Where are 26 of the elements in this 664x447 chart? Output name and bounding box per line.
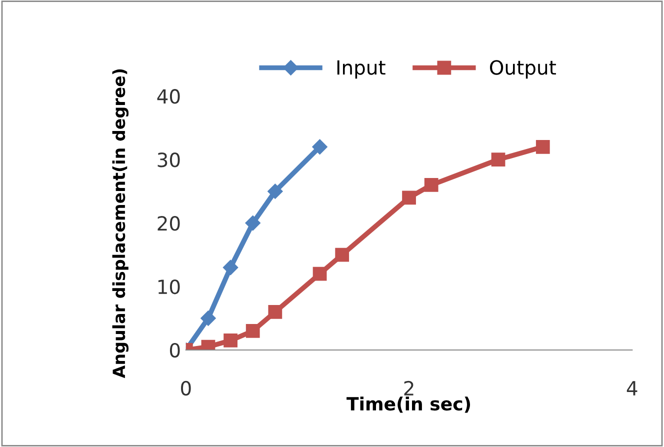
- point: [224, 334, 238, 348]
- point: [424, 178, 438, 192]
- point: [335, 248, 350, 262]
- point: [246, 324, 260, 338]
- point: [245, 215, 260, 231]
- y-tick-label: 10: [158, 279, 180, 294]
- point: [268, 304, 282, 319]
- point: [312, 266, 327, 281]
- x-axis-title: Time(in sec): [346, 396, 470, 413]
- point: [402, 190, 416, 205]
- y-tick-label: 20: [158, 216, 180, 231]
- point: [268, 184, 283, 199]
- point: [200, 310, 216, 326]
- legend-label: Input: [337, 60, 386, 79]
- y-tick-label: 0: [170, 342, 180, 358]
- legend-label: Output: [490, 60, 556, 79]
- point: [222, 260, 238, 276]
- y-tick-label: 30: [158, 152, 180, 168]
- x-tick-label: 2: [404, 380, 414, 396]
- y-axis-title: Angular displacement(in degree): [112, 69, 129, 378]
- point: [491, 152, 506, 167]
- x-tick-label: 0: [181, 380, 191, 396]
- point: [312, 139, 328, 154]
- y-tick-label: 40: [157, 89, 180, 104]
- x-tick-label: 4: [626, 381, 638, 396]
- point: [536, 140, 550, 154]
